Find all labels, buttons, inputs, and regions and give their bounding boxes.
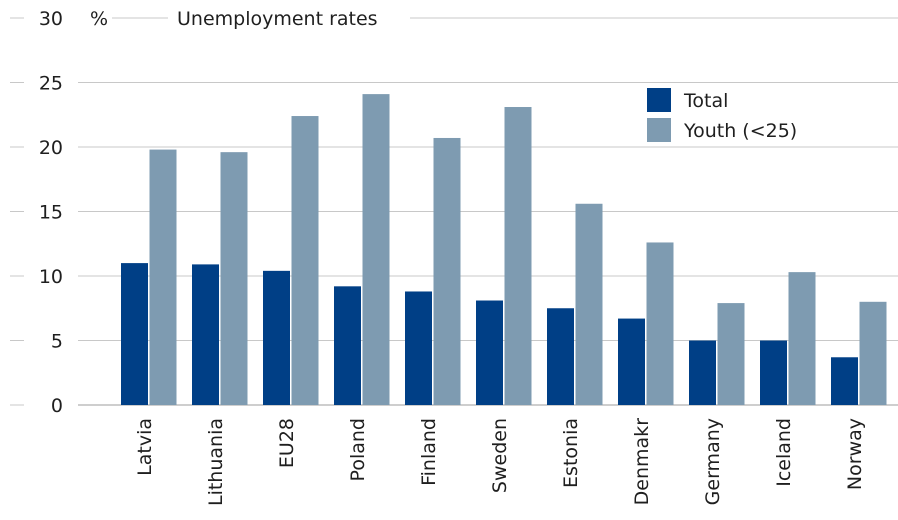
bar-total-germany [689, 340, 716, 405]
bar-total-lithuania [192, 264, 219, 405]
bar-youth-finland [433, 137, 461, 405]
y-tick-label: 15 [39, 202, 63, 224]
bar-youth-germany [717, 303, 745, 405]
chart-title: Unemployment rates [177, 8, 378, 30]
bar-total-latvia [121, 263, 148, 405]
bar-total-iceland [760, 340, 787, 405]
x-category-label: Finland [418, 418, 440, 486]
y-axis-unit-label: % [90, 8, 108, 30]
y-tick-label: 30 [39, 8, 63, 30]
bar-youth-sweden [504, 107, 532, 405]
x-category-label: Germany [702, 418, 724, 505]
y-tick-label: 20 [39, 137, 63, 159]
bar-youth-iceland [788, 272, 816, 405]
bar-total-denmakr [618, 318, 645, 405]
y-tick-label: 0 [51, 395, 63, 417]
bar-youth-denmakr [646, 242, 674, 405]
x-category-label: Norway [844, 418, 866, 490]
legend-label-total: Total [683, 90, 728, 112]
bar-youth-estonia [575, 203, 603, 405]
y-axis-ticks: 0 5 10 15 20 25 30 [39, 8, 63, 417]
bar-total-eu28 [263, 270, 290, 405]
y-tick-label: 5 [51, 331, 63, 353]
bars [121, 94, 887, 406]
y-tick-label: 25 [39, 73, 63, 95]
x-category-label: Sweden [489, 418, 511, 493]
bar-youth-lithuania [220, 152, 248, 405]
category-labels: Latvia Lithuania EU28 Poland Finland Sweden Es… [134, 418, 866, 506]
x-category-label: Lithuania [205, 418, 227, 506]
legend-swatch-total [647, 88, 671, 112]
legend-label-youth: Youth (<25) [683, 120, 797, 142]
x-category-label: Iceland [773, 418, 795, 487]
bar-total-norway [831, 357, 858, 405]
bar-youth-poland [362, 94, 390, 406]
bar-total-poland [334, 286, 361, 405]
bar-total-estonia [547, 308, 574, 405]
x-category-label: Estonia [560, 418, 582, 488]
x-category-label: EU28 [276, 418, 298, 468]
legend-swatch-youth [647, 118, 671, 142]
x-category-label: Denmakr [631, 418, 653, 506]
legend: Total Youth (<25) [647, 88, 797, 142]
bar-youth-latvia [149, 149, 177, 405]
bar-youth-norway [859, 301, 887, 405]
y-tick-label: 10 [39, 266, 63, 288]
bar-total-sweden [476, 300, 503, 405]
bar-total-finland [405, 291, 432, 405]
bar-youth-eu28 [291, 116, 319, 405]
x-category-label: Latvia [134, 418, 156, 476]
x-category-label: Poland [347, 418, 369, 481]
chart-header: % Unemployment rates [90, 8, 378, 30]
